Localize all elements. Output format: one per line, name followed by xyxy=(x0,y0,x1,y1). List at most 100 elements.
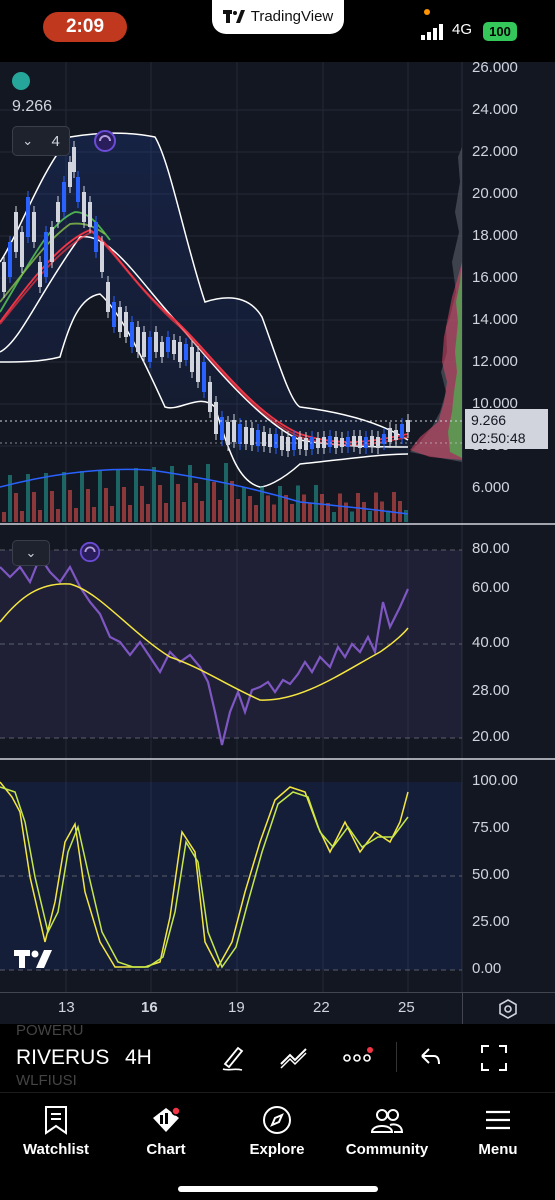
app-banner[interactable]: TradingView xyxy=(212,0,344,34)
volume-bar xyxy=(50,491,54,522)
volume-bar xyxy=(176,484,180,522)
candle-body xyxy=(148,337,152,362)
price-tick: 6.000 xyxy=(472,479,510,496)
volume-bar xyxy=(188,465,192,522)
candle-body xyxy=(220,417,224,440)
price-tick: 26.000 xyxy=(472,59,518,76)
time-axis[interactable]: 13 16 19 22 25 xyxy=(0,992,555,1025)
candle-body xyxy=(388,428,392,442)
last-price-tag[interactable]: 9.266 02:50:48 xyxy=(465,409,548,449)
volume-profile xyxy=(410,147,462,462)
volume-bar xyxy=(20,511,24,522)
toolbar-divider xyxy=(396,1042,397,1072)
candle-body xyxy=(370,436,374,447)
replay-icon[interactable] xyxy=(92,128,118,154)
rsi-collapse-button[interactable]: ⌄ xyxy=(12,540,50,566)
candle-body xyxy=(154,332,158,352)
volume-bar xyxy=(374,492,378,522)
time-tick: 16 xyxy=(141,999,158,1016)
volume-bar xyxy=(74,508,78,522)
candle-body xyxy=(2,262,6,292)
tab-community[interactable]: Community xyxy=(337,1103,437,1158)
people-icon xyxy=(370,1109,404,1133)
chart-canvas[interactable] xyxy=(0,62,555,992)
candle-body xyxy=(244,427,248,444)
volume-bar xyxy=(44,473,48,522)
candle-body xyxy=(196,352,200,382)
price-tick: 24.000 xyxy=(472,101,518,118)
tab-explore[interactable]: Explore xyxy=(227,1103,327,1158)
candle-body xyxy=(178,342,182,362)
chart-area[interactable]: 9.266 ⌄ 4 ⌄ 26.000 24.000 22.000 20.000 18.0… xyxy=(0,59,555,992)
more-icon[interactable] xyxy=(342,1046,376,1068)
tab-menu[interactable]: Menu xyxy=(448,1103,548,1158)
chart-settings-icon[interactable] xyxy=(498,999,518,1019)
candle-body xyxy=(124,312,128,337)
indicator-toggle-button[interactable]: ⌄ 4 xyxy=(12,126,70,156)
stoch-tick: 50.00 xyxy=(472,866,510,883)
trend-tools-icon[interactable] xyxy=(278,1044,310,1070)
candle-body xyxy=(202,362,206,392)
tradingview-logo-icon xyxy=(222,10,245,23)
chevron-down-icon: ⌄ xyxy=(25,545,37,560)
rsi-tick: 20.00 xyxy=(472,728,510,745)
ghost-symbol: WLFIUSI xyxy=(16,1072,77,1089)
candle-body xyxy=(100,242,104,272)
symbol-button[interactable]: RIVERUS xyxy=(16,1046,110,1069)
replay-icon[interactable] xyxy=(78,540,102,564)
candle-body xyxy=(376,437,380,448)
stoch-levels xyxy=(0,875,462,971)
volume-bar xyxy=(32,492,36,522)
app-name: TradingView xyxy=(250,8,334,25)
volume-bar xyxy=(290,504,294,522)
rsi-tick: 60.00 xyxy=(472,579,510,596)
candle-body xyxy=(56,202,60,222)
chart-toolbar: POWERU WLFIUSI RIVERUS 4H xyxy=(0,1022,555,1092)
tab-watchlist[interactable]: Watchlist xyxy=(6,1103,106,1158)
network-type: 4G xyxy=(452,21,473,38)
stoch-tick: 100.00 xyxy=(472,772,518,789)
stoch-band xyxy=(0,782,462,970)
price-tick: 16.000 xyxy=(472,269,518,286)
stoch-tick: 75.00 xyxy=(472,819,510,836)
volume-bar xyxy=(308,503,312,522)
bollinger-fill xyxy=(0,133,408,487)
volume-bar xyxy=(164,503,168,522)
candle-body xyxy=(256,430,260,446)
candle-body xyxy=(112,302,116,327)
time-tick: 19 xyxy=(228,999,245,1016)
volume-bar xyxy=(218,500,222,522)
chevron-down-icon: ⌄ xyxy=(22,133,34,148)
candle-body xyxy=(238,424,242,444)
volume-bar xyxy=(392,492,396,522)
volume-bar xyxy=(2,512,6,522)
stoch-k-line xyxy=(0,781,409,969)
rsi-tick: 40.00 xyxy=(472,634,510,651)
stoch-tick: 0.00 xyxy=(472,960,502,977)
volume-bar xyxy=(104,488,108,522)
candle-body xyxy=(106,282,110,312)
candle-body xyxy=(358,436,362,448)
candle-body xyxy=(286,437,290,451)
draw-brush-icon[interactable] xyxy=(220,1042,248,1072)
market-status-dot-icon[interactable] xyxy=(12,72,30,90)
volume-bar xyxy=(14,493,18,522)
undo-icon[interactable] xyxy=(418,1046,442,1068)
candle-body xyxy=(352,436,356,446)
privacy-dot xyxy=(424,9,430,15)
rsi-ma-line xyxy=(0,583,409,701)
tab-chart[interactable]: Chart xyxy=(116,1103,216,1158)
candle-body xyxy=(304,438,308,450)
candle-body xyxy=(226,422,230,445)
candle-body xyxy=(172,340,176,354)
battery-level: 100 xyxy=(483,22,517,41)
volume-bar xyxy=(122,487,126,522)
interval-button[interactable]: 4H xyxy=(125,1046,152,1069)
candle-body xyxy=(250,428,254,445)
volume-bar xyxy=(242,487,246,522)
fullscreen-icon[interactable] xyxy=(480,1044,508,1072)
volume-bar xyxy=(110,506,114,522)
price-tick: 22.000 xyxy=(472,143,518,160)
volume-bar xyxy=(206,464,210,522)
volume-bar xyxy=(152,467,156,522)
